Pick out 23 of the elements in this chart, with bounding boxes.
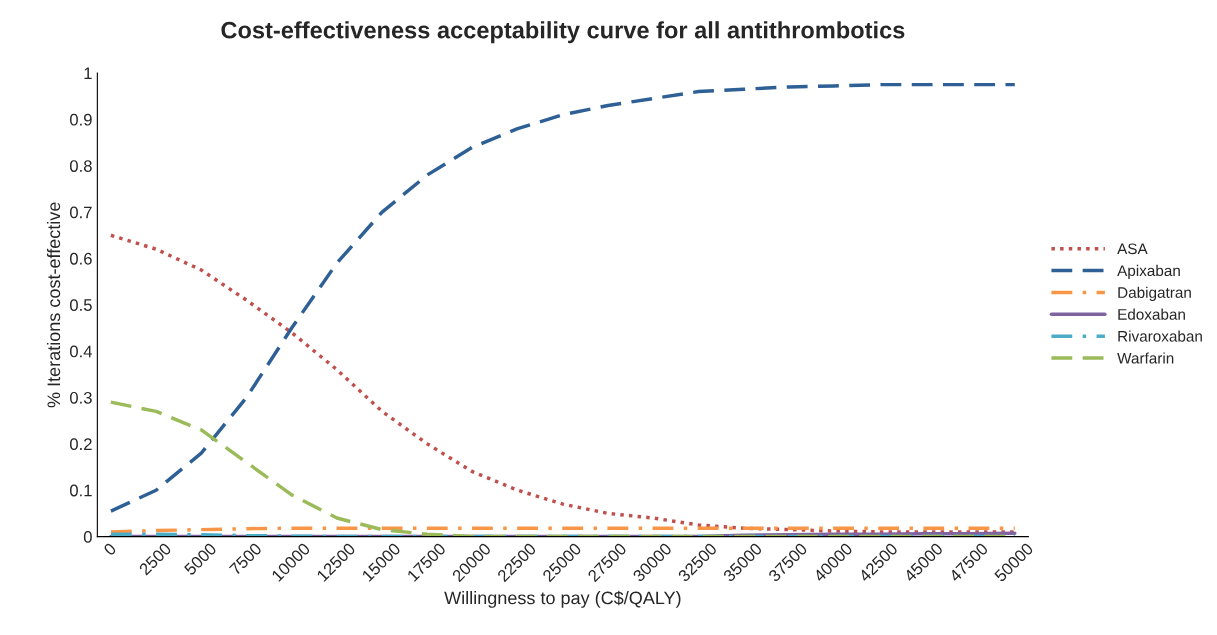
- legend-label: ASA: [1117, 243, 1148, 255]
- legend-label: Warfarin: [1117, 352, 1174, 364]
- legend-label: Apixaban: [1117, 264, 1180, 280]
- legend-label: Rivaroxaban: [1118, 330, 1202, 342]
- y-tick-label: 0.9: [69, 113, 92, 126]
- y-tick-label: 0.4: [69, 345, 93, 358]
- chart-title: Cost-effectiveness acceptability curve for all antithrombotics: [221, 21, 905, 44]
- legend-label: Edoxaban: [1118, 308, 1185, 320]
- y-tick-label: 0.7: [69, 206, 92, 219]
- y-tick-label: 0.3: [69, 391, 92, 404]
- y-tick-label: 0: [83, 530, 92, 543]
- y-tick-label: 0.5: [69, 299, 92, 311]
- y-tick-label: 0.2: [69, 438, 92, 451]
- y-axis-title: % Iterations cost-effective: [46, 202, 61, 408]
- y-tick-label: 0.8: [69, 160, 92, 172]
- x-tick-label: 0: [102, 542, 117, 557]
- y-tick-label: 0.6: [69, 252, 92, 265]
- y-tick-label: 0.1: [69, 484, 92, 497]
- x-axis-title: Willingness to pay (C$/QALY): [444, 590, 681, 608]
- legend-label: Dabigatran: [1118, 286, 1191, 301]
- line-series: [109, 82, 1017, 513]
- y-tick-label: 1: [84, 67, 92, 80]
- line-series: [109, 233, 1017, 534]
